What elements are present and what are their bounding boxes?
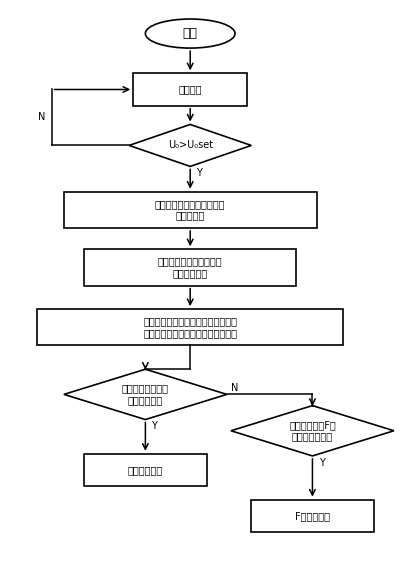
Bar — [38, 309, 343, 345]
Text: U₀>U₀set: U₀>U₀set — [168, 141, 213, 150]
Text: N: N — [38, 112, 45, 123]
Text: 在线采集: 在线采集 — [178, 85, 202, 94]
Text: 存在一条出线F和
其他出线不一致: 存在一条出线F和 其他出线不一致 — [289, 420, 336, 442]
Text: Y: Y — [196, 168, 202, 178]
Text: Y: Y — [152, 421, 157, 431]
Bar — [64, 192, 316, 228]
Text: F为故障出线: F为故障出线 — [295, 511, 330, 521]
Text: 母线接地故障: 母线接地故障 — [128, 465, 163, 475]
Text: 修正后的暂态无功
功率是否一致: 修正后的暂态无功 功率是否一致 — [122, 384, 169, 405]
Text: Y: Y — [318, 458, 325, 468]
Bar — [252, 499, 373, 532]
Bar — [133, 73, 247, 106]
Bar — [84, 454, 206, 486]
Text: 依次计算暂态无功功率、
工频无功功率: 依次计算暂态无功功率、 工频无功功率 — [158, 257, 223, 278]
Text: 利用工频无功功率对暂态无功功率进
行修正，得到修正后的暂态无功功率: 利用工频无功功率对暂态无功功率进 行修正，得到修正后的暂态无功功率 — [143, 316, 237, 338]
Text: N: N — [231, 383, 238, 393]
Bar — [84, 249, 296, 285]
Text: 选取零序电流幅值比较大的
若干条出线: 选取零序电流幅值比较大的 若干条出线 — [155, 199, 225, 220]
Text: 开始: 开始 — [183, 27, 198, 40]
